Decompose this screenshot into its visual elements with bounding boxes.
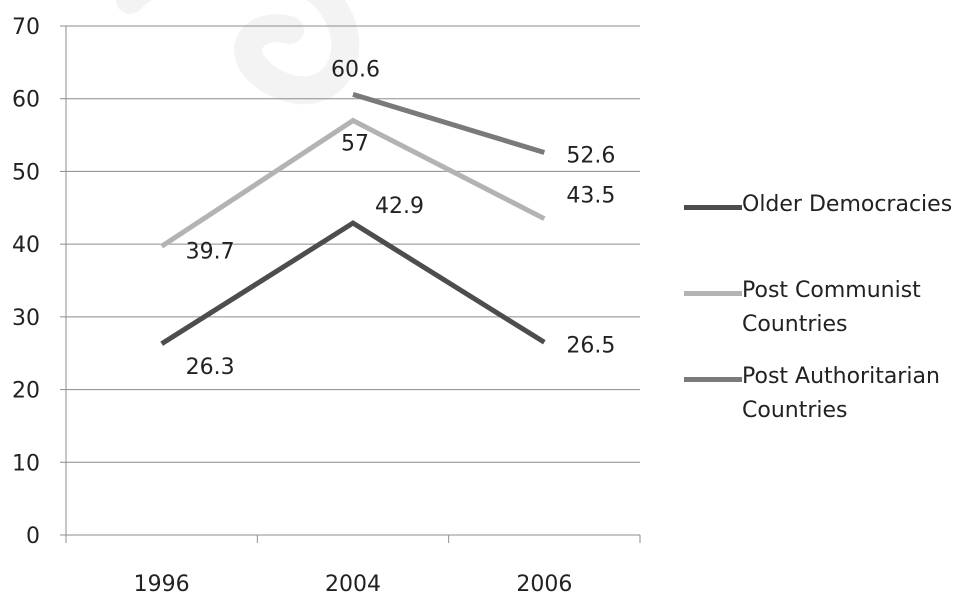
axes bbox=[60, 25, 641, 543]
legend-swatch bbox=[684, 205, 742, 210]
y-tick-label: 20 bbox=[12, 379, 40, 404]
series-line bbox=[160, 220, 546, 346]
y-tick-label: 0 bbox=[26, 524, 40, 549]
x-tick-label: 1996 bbox=[134, 572, 190, 593]
legend-item-older-democracies: Older Democracies bbox=[684, 188, 960, 222]
data-label: 26.3 bbox=[186, 355, 235, 380]
watermark-swirl bbox=[116, 0, 360, 105]
legend-label: Older Democracies bbox=[742, 192, 953, 217]
x-tick-label: 2006 bbox=[516, 572, 572, 593]
y-tick-label: 50 bbox=[12, 160, 40, 185]
legend-label: Post Authoritarian Countries bbox=[742, 364, 940, 423]
y-tick-label: 40 bbox=[12, 233, 40, 258]
y-tick-label: 60 bbox=[12, 88, 40, 113]
series-lines bbox=[160, 91, 546, 346]
data-label: 60.6 bbox=[331, 57, 380, 82]
legend-label: Post Communist Countries bbox=[742, 278, 921, 337]
series-line bbox=[352, 91, 546, 155]
legend-item-post-authoritarian: Post Authoritarian Countries bbox=[684, 360, 960, 428]
data-label: 43.5 bbox=[566, 184, 615, 209]
legend-swatch bbox=[684, 377, 742, 382]
data-label: 39.7 bbox=[186, 239, 235, 264]
x-tick-label: 2004 bbox=[325, 572, 381, 593]
x-axis-tick-labels: 1996 2004 2006 bbox=[134, 572, 573, 593]
data-label: 57 bbox=[341, 132, 369, 157]
y-tick-label: 70 bbox=[12, 15, 40, 40]
y-tick-label: 10 bbox=[12, 451, 40, 476]
series-line bbox=[160, 117, 546, 249]
data-label: 26.5 bbox=[566, 333, 615, 358]
gridlines bbox=[66, 25, 640, 463]
data-labels: 26.3 42.9 26.5 39.7 57 43.5 60.6 52.6 bbox=[186, 57, 616, 379]
data-label: 42.9 bbox=[375, 194, 424, 219]
y-axis-tick-labels: 0 10 20 30 40 50 60 70 bbox=[12, 15, 40, 549]
legend-swatch bbox=[684, 291, 742, 296]
y-tick-label: 30 bbox=[12, 306, 40, 331]
data-label: 52.6 bbox=[566, 144, 615, 169]
legend-item-post-communist: Post Communist Countries bbox=[684, 274, 960, 342]
legend: Older Democracies Post Communist Countri… bbox=[684, 188, 960, 428]
